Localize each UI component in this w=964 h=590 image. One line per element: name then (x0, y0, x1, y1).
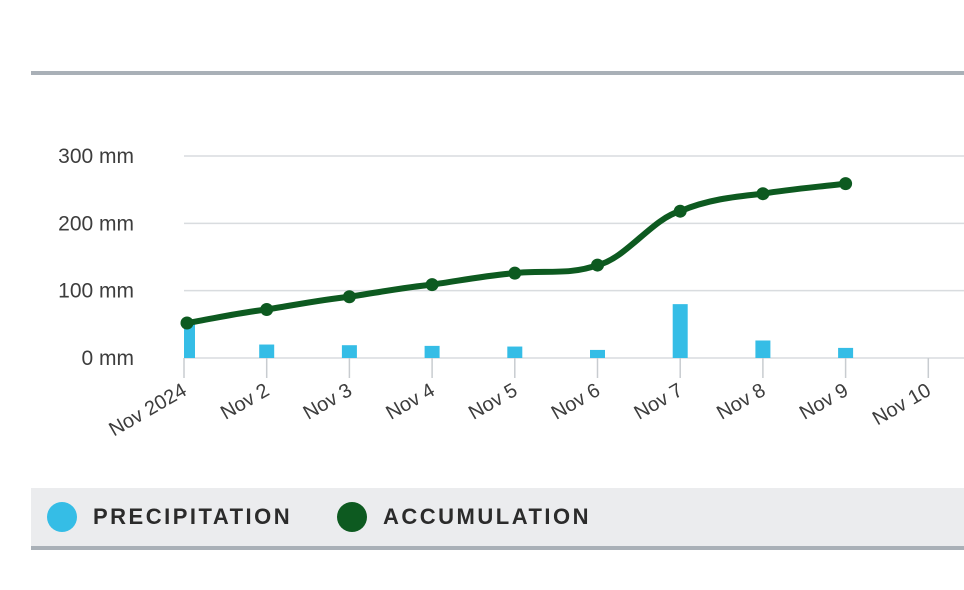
precipitation-bar[interactable] (184, 322, 195, 358)
accumulation-point[interactable] (260, 303, 274, 317)
y-axis-ticks: 0 mm 100 mm 200 mm 300 mm (58, 145, 134, 370)
precipitation-swatch-icon (47, 502, 77, 532)
precipitation-bar[interactable] (259, 344, 275, 358)
legend-item-accumulation[interactable]: ACCUMULATION (337, 488, 591, 546)
y-tick-label: 0 mm (82, 347, 135, 370)
accumulation-point[interactable] (508, 266, 522, 280)
x-axis-ticks: Nov 2024 Nov 2 Nov 3 Nov 4 Nov 5 Nov 6 Nov 7 No… (105, 379, 935, 441)
x-tick-label: Nov 5 (465, 379, 521, 424)
precipitation-bar[interactable] (755, 340, 771, 358)
accumulation-point[interactable] (425, 278, 439, 292)
grid-lines (184, 155, 964, 359)
top-divider (31, 71, 964, 75)
x-tick-label: Nov 10 (869, 379, 935, 430)
x-tick-label: Nov 7 (630, 379, 686, 424)
accumulation-swatch-icon (337, 502, 367, 532)
x-tick-label: Nov 6 (548, 379, 604, 424)
accumulation-point[interactable] (673, 204, 687, 218)
x-tick-label: Nov 2024 (105, 379, 190, 441)
accumulation-point[interactable] (180, 316, 194, 330)
legend-label-accumulation: ACCUMULATION (383, 504, 592, 529)
x-tick-label: Nov 8 (713, 379, 769, 424)
precipitation-bar[interactable] (341, 345, 357, 358)
x-axis-tick-marks (183, 358, 930, 378)
accumulation-point[interactable] (756, 187, 770, 201)
x-tick-label: Nov 2 (217, 379, 273, 424)
legend-label-precipitation: PRECIPITATION (93, 504, 293, 529)
accumulation-point[interactable] (591, 258, 604, 272)
precipitation-bar[interactable] (424, 345, 440, 358)
accumulation-point[interactable] (839, 177, 853, 191)
precipitation-bar[interactable] (590, 349, 605, 358)
x-tick-label: Nov 9 (796, 379, 852, 424)
y-tick-label: 200 mm (58, 212, 134, 235)
accumulation-point[interactable] (342, 290, 356, 304)
x-tick-label: Nov 4 (382, 379, 438, 424)
precipitation-bar[interactable] (507, 346, 523, 358)
x-tick-label: Nov 3 (300, 379, 356, 424)
precipitation-bar[interactable] (838, 347, 854, 358)
accumulation-line-group (180, 177, 853, 330)
precipitation-bar[interactable] (672, 304, 688, 358)
y-tick-label: 100 mm (58, 280, 134, 303)
accumulation-line (184, 180, 849, 326)
legend-item-precipitation[interactable]: PRECIPITATION (47, 488, 292, 546)
precipitation-bars (184, 304, 854, 358)
y-tick-label: 300 mm (58, 145, 134, 168)
chart-legend: PRECIPITATION ACCUMULATION (31, 488, 964, 550)
